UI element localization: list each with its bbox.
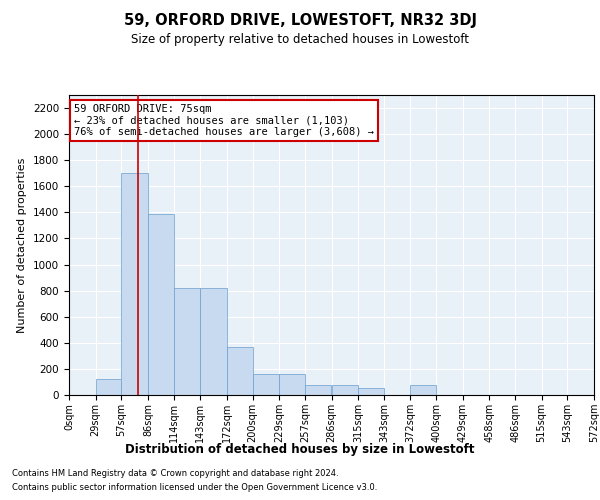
Bar (305, 384, 331, 395)
Bar (148, 214, 173, 395)
Text: 59 ORFORD DRIVE: 75sqm
← 23% of detached houses are smaller (1,103)
76% of semi-: 59 ORFORD DRIVE: 75sqm ← 23% of detached… (74, 104, 374, 137)
Bar (279, 374, 305, 395)
Bar (200, 288, 227, 395)
Bar (253, 374, 279, 395)
Bar (227, 346, 253, 395)
Text: Contains public sector information licensed under the Open Government Licence v3: Contains public sector information licen… (12, 484, 377, 492)
Bar (358, 388, 384, 395)
Text: Contains HM Land Registry data © Crown copyright and database right 2024.: Contains HM Land Registry data © Crown c… (12, 468, 338, 477)
Bar (331, 384, 358, 395)
Bar (173, 288, 200, 395)
Y-axis label: Number of detached properties: Number of detached properties (17, 158, 28, 332)
Bar (410, 384, 436, 395)
Text: Distribution of detached houses by size in Lowestoft: Distribution of detached houses by size … (125, 442, 475, 456)
Bar (95, 380, 121, 395)
Text: 59, ORFORD DRIVE, LOWESTOFT, NR32 3DJ: 59, ORFORD DRIVE, LOWESTOFT, NR32 3DJ (124, 12, 476, 28)
Bar (121, 174, 148, 395)
Text: Size of property relative to detached houses in Lowestoft: Size of property relative to detached ho… (131, 32, 469, 46)
